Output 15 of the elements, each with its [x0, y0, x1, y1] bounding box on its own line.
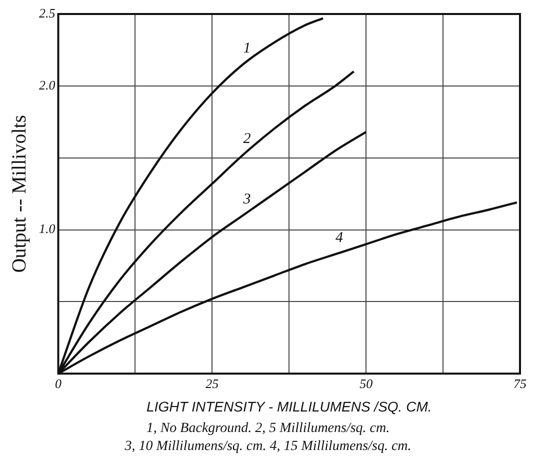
x-tick-label: 0 — [55, 376, 62, 391]
series-label: 1 — [243, 40, 251, 56]
series-label: 3 — [242, 191, 251, 208]
y-tick-label: 2.0 — [39, 77, 56, 92]
y-tick-label: 2.5 — [39, 5, 56, 20]
x-axis-title: LIGHT INTENSITY - MILLILUMENS /SQ. CM. — [146, 398, 432, 414]
text: 3, 10 Millilumens/sq. cm. 4, 15 Millilumens/sq. cm. — [124, 438, 412, 456]
y-tick-label: 1.0 — [39, 221, 56, 236]
y-axis-title: Output -- Millivolts — [8, 114, 30, 273]
x-tick-label: 75 — [514, 376, 527, 391]
text: 1, No Background. 2, 5 Millilumens/sq. cm. — [145, 420, 391, 438]
series-label: 4 — [336, 230, 344, 246]
series-label: 2 — [243, 130, 252, 147]
x-tick-label: 50 — [360, 376, 374, 391]
x-tick-label: 25 — [206, 376, 220, 391]
